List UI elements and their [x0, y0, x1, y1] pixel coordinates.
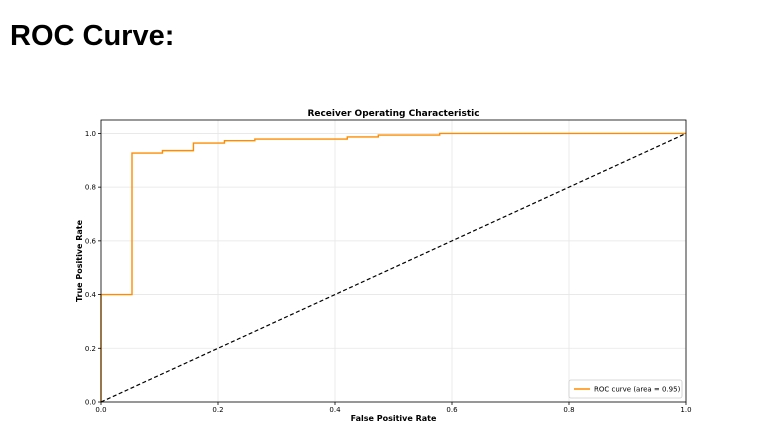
grid-lines [100, 120, 687, 403]
page-title: ROC Curve: [10, 20, 175, 52]
x-tick-label: 0.4 [329, 406, 341, 414]
y-tick-label: 0.8 [85, 184, 96, 192]
y-tick-label: 0.2 [85, 345, 96, 353]
chance-diagonal-line [100, 132, 687, 403]
legend: ROC curve (area = 0.95) [568, 379, 683, 399]
x-tick-label: 1.0 [680, 406, 691, 414]
legend-box [568, 379, 683, 399]
y-tick-label: 0.0 [85, 399, 96, 407]
y-tick-label: 0.4 [85, 291, 97, 299]
x-tick-label: 0.8 [563, 406, 574, 414]
legend-label-roc: ROC curve (area = 0.95) [594, 386, 681, 394]
x-tick-label: 0.2 [212, 406, 223, 414]
plot-series [100, 132, 687, 403]
y-axis-label: True Positive Rate [75, 219, 84, 302]
roc-curve-line [100, 132, 686, 402]
y-tick-label: 0.6 [85, 237, 97, 245]
chart-title: Receiver Operating Characteristic [307, 109, 479, 119]
x-tick-label: 0.0 [95, 406, 106, 414]
plot-frame [100, 119, 687, 403]
x-axis-label: False Positive Rate [351, 414, 437, 423]
x-tick-label: 0.6 [446, 406, 458, 414]
axis-ticks: 0.0 0.2 0.4 0.6 0.8 1.0 0.0 0.2 0.4 0.6 0.8 1.0 [85, 130, 692, 414]
y-tick-label: 1.0 [85, 130, 96, 138]
